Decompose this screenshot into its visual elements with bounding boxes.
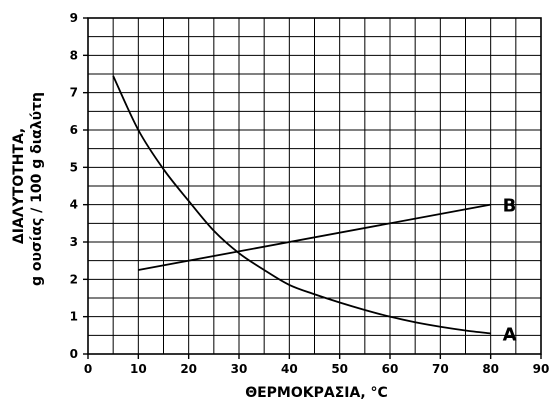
y-axis-ticks: 0 1 2 3 4 5 6 7 8 9: [70, 11, 88, 361]
x-tick-label: 30: [231, 362, 248, 376]
y-tick-label: 3: [70, 235, 78, 249]
y-axis-title-line-1: ΔΙΑΛΥΤΟΤΗΤΑ,: [11, 128, 27, 244]
y-tick-label: 0: [70, 347, 78, 361]
y-axis-title: ΔΙΑΛΥΤΟΤΗΤΑ, g ουσίας / 100 g διαλύτη: [11, 92, 45, 286]
x-axis-ticks: 0 10 20 30 40 50 60 70 80 90: [84, 354, 549, 376]
grid: [87, 17, 542, 355]
series-label-b: B: [503, 196, 517, 217]
x-tick-label: 90: [533, 362, 549, 376]
x-tick-label: 80: [482, 362, 499, 376]
y-tick-label: 9: [70, 11, 78, 25]
y-tick-label: 4: [70, 198, 78, 212]
series-layer: AB: [112, 75, 517, 345]
x-tick-label: 40: [281, 362, 298, 376]
x-tick-label: 50: [331, 362, 348, 376]
x-tick-label: 60: [382, 362, 399, 376]
x-tick-label: 0: [84, 362, 92, 376]
y-tick-label: 6: [70, 123, 78, 137]
series-line-a: [112, 75, 491, 335]
x-tick-label: 70: [432, 362, 449, 376]
y-axis-title-line-2: g ουσίας / 100 g διαλύτη: [29, 92, 45, 286]
y-tick-label: 5: [70, 160, 78, 174]
x-axis-title: ΘΕΡΜΟΚΡΑΣΙΑ, °C: [245, 385, 388, 401]
x-tick-label: 10: [130, 362, 147, 376]
y-tick-label: 1: [70, 310, 78, 324]
series-line-b: [138, 203, 491, 271]
series-label-a: A: [503, 324, 517, 345]
x-tick-label: 20: [180, 362, 197, 376]
y-tick-label: 7: [70, 86, 78, 100]
y-tick-label: 8: [70, 48, 78, 62]
plot-frame: [87, 17, 542, 355]
y-tick-label: 2: [70, 272, 78, 286]
